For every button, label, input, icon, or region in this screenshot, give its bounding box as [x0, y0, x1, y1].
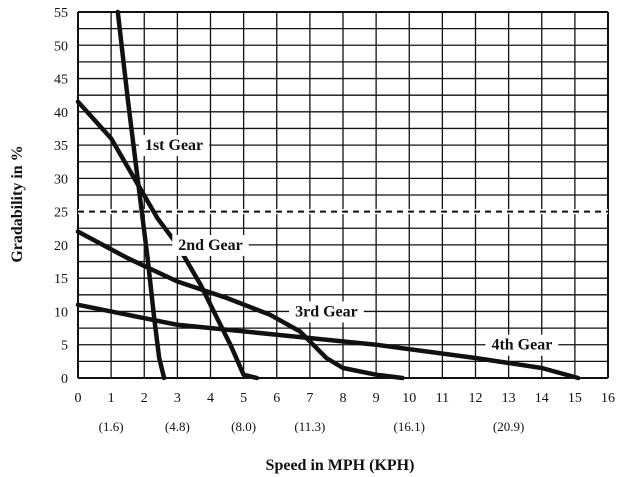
- x-tick-label: 15: [568, 391, 582, 406]
- x-tick-label: 14: [535, 391, 549, 406]
- x-tick-label: 12: [469, 391, 483, 406]
- series-line-gear-1: [115, 9, 167, 381]
- gear-label-bg: [138, 135, 210, 157]
- x-tick-label: 1: [108, 391, 115, 406]
- x-tick-label: 8: [340, 391, 347, 406]
- kph-tick-label: (11.3): [294, 419, 325, 434]
- kph-tick-label: (16.1): [394, 419, 425, 434]
- gear-label-3: 3rd Gear: [295, 303, 358, 320]
- kph-tick-label: (8.0): [231, 419, 256, 434]
- x-tick-label: 16: [601, 391, 615, 406]
- gear-label-bg: [289, 301, 364, 323]
- y-tick-label: 45: [54, 73, 68, 88]
- y-tick-label: 5: [61, 339, 68, 354]
- y-tick-label: 30: [54, 172, 68, 187]
- y-tick-label: 50: [54, 39, 68, 54]
- x-tick-label: 7: [306, 391, 313, 406]
- gear-label-4: 4th Gear: [491, 337, 552, 354]
- y-tick-label: 40: [54, 106, 68, 121]
- y-tick-label: 35: [54, 139, 68, 154]
- gear-label-2: 2nd Gear: [178, 237, 242, 254]
- tick-layer: 0 1 2 3 4 5 6 7 8 9 10 11 12 13 14 15 160510152025303540…: [54, 6, 615, 434]
- series-line-gear-3: [75, 229, 405, 381]
- y-tick-label: 20: [54, 239, 68, 254]
- gear-label-1: 1st Gear: [145, 137, 203, 154]
- kph-tick-label: (1.6): [99, 419, 124, 434]
- y-tick-label: 25: [54, 206, 68, 221]
- kph-tick-label: (4.8): [165, 419, 190, 434]
- x-tick-label: 2: [141, 391, 148, 406]
- y-tick-label: 0: [61, 372, 68, 387]
- gear-label-bg: [485, 334, 559, 356]
- series-line-gear-2: [75, 99, 260, 381]
- gear-label-bg: [172, 234, 249, 256]
- grid: [77, 11, 609, 379]
- x-tick-label: 6: [273, 391, 280, 406]
- y-tick-label: 55: [54, 6, 68, 21]
- x-tick-label: 11: [436, 391, 449, 406]
- gear-label-layer: 1st Gear 2nd Gear 3rd Gear 4th Gear: [138, 135, 559, 356]
- x-tick-label: 4: [207, 391, 214, 406]
- x-tick-label: 0: [75, 391, 82, 406]
- x-axis-title: Speed in MPH (KPH): [266, 457, 415, 474]
- y-tick-label: 15: [54, 272, 68, 287]
- series-line-gear-4: [75, 302, 581, 381]
- x-tick-label: 9: [373, 391, 380, 406]
- x-tick-label: 5: [240, 391, 247, 406]
- x-tick-label: 3: [174, 391, 181, 406]
- series-layer: [75, 9, 581, 381]
- x-tick-label: 13: [502, 391, 516, 406]
- x-tick-label: 10: [402, 391, 416, 406]
- y-tick-label: 10: [54, 305, 68, 320]
- kph-tick-label: (20.9): [493, 419, 524, 434]
- y-axis-title: Gradability in %: [9, 145, 26, 262]
